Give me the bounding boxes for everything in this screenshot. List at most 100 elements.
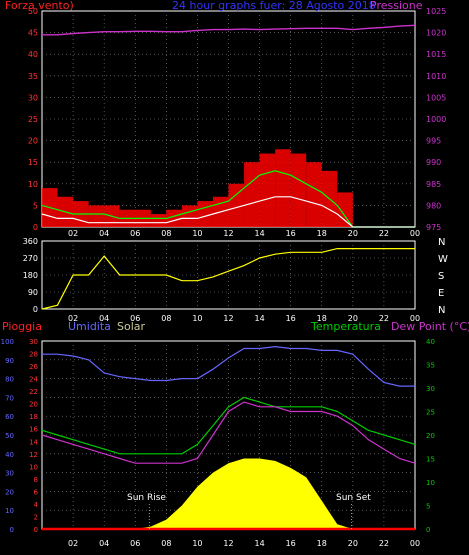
time-tick-label: 08 <box>161 229 171 238</box>
humidity-label: Umidita <box>68 320 111 333</box>
rain-tick-label: 14 <box>29 438 38 446</box>
pressure-tick-label: 1010 <box>426 72 446 81</box>
time-tick-label: 18 <box>317 539 327 548</box>
pressure-tick-label: 980 <box>426 201 441 210</box>
rain-tick-label: 6 <box>34 488 39 496</box>
solar-label: Solar <box>117 320 146 333</box>
humidity-tick-label: 10 <box>5 507 14 515</box>
temperature-line <box>41 396 416 455</box>
time-tick-label: 20 <box>348 539 358 548</box>
rain-tick-label: 16 <box>29 426 38 434</box>
rain-tick-label: 0 <box>34 526 38 534</box>
time-tick-label: 02 <box>68 314 78 323</box>
rain-tick-label: 28 <box>29 351 38 359</box>
time-tick-label: 10 <box>192 314 202 323</box>
time-tick-label: 04 <box>99 229 109 238</box>
compass-letter: S <box>438 271 444 282</box>
direction-tick-label: 270 <box>23 254 38 263</box>
wind-tick-label: 25 <box>28 115 38 124</box>
time-tick-label: 10 <box>192 229 202 238</box>
time-tick-label: 22 <box>379 314 389 323</box>
wind-tick-label: 50 <box>28 7 38 16</box>
pressure-tick-label: 995 <box>426 137 441 146</box>
time-tick-label: 06 <box>130 229 140 238</box>
gust-bar <box>166 209 182 227</box>
time-tick-label: 20 <box>348 314 358 323</box>
gust-bar <box>181 205 198 227</box>
time-tick-label: 12 <box>223 314 233 323</box>
wind-tick-label: 10 <box>28 180 38 189</box>
pressure-line <box>42 24 416 36</box>
direction-tick-label: 360 <box>23 237 38 246</box>
wind-tick-label: 15 <box>28 158 38 167</box>
time-tick-label: 00 <box>410 539 420 548</box>
gust-bar <box>290 153 307 227</box>
wind-tick-label: 45 <box>28 29 38 38</box>
rain-tick-label: 30 <box>29 338 38 346</box>
time-tick-label: 12 <box>223 539 233 548</box>
direction-grid <box>42 241 415 309</box>
temperature-tick-label: 15 <box>426 456 435 464</box>
pressure-tick-label: 990 <box>426 158 441 167</box>
gust-bar <box>228 183 245 227</box>
direction-plot-frame <box>41 240 416 310</box>
dewpoint-label: Dew Point (°C) <box>391 320 469 333</box>
pressure-axis: 1025 1020 1015 1010 1005 1000 995 990 985 980 975 <box>426 7 446 232</box>
chart-title: 24 hour graphs fuer: 28 Agosto 2018 <box>172 0 376 12</box>
pressure-tick-label: 1025 <box>426 7 446 16</box>
wind-tick-label: 5 <box>33 201 38 210</box>
direction-tick-label: 180 <box>23 271 38 280</box>
wind-pressure-series <box>41 24 416 228</box>
wind-tick-label: 30 <box>28 93 38 102</box>
time-tick-label: 14 <box>254 314 264 323</box>
temperature-tick-label: 30 <box>426 385 435 393</box>
temperature-tick-label: 35 <box>426 362 435 370</box>
humidity-tick-label: 90 <box>5 357 14 365</box>
time-tick-label: 20 <box>348 229 358 238</box>
rain-tick-label: 20 <box>29 401 38 409</box>
time-tick-label: 02 <box>68 229 78 238</box>
time-tick-label: 14 <box>254 539 264 548</box>
time-axis-middle: 02 04 06 08 10 12 14 16 18 20 22 00 <box>68 314 420 323</box>
rain-tick-label: 10 <box>29 463 38 471</box>
pressure-axis-label: Pressione <box>370 0 423 12</box>
time-axis-top: 02 04 06 08 10 12 14 16 18 20 22 00 <box>68 229 420 238</box>
humidity-tick-label: 0 <box>10 526 14 534</box>
time-tick-label: 06 <box>130 539 140 548</box>
humidity-tick-label: 40 <box>5 451 14 459</box>
direction-series <box>41 248 415 310</box>
gust-bar <box>259 153 276 227</box>
solar-area <box>42 458 415 529</box>
direction-tick-label: 90 <box>28 288 38 297</box>
rain-tick-label: 18 <box>29 413 38 421</box>
time-tick-label: 04 <box>99 314 109 323</box>
rain-tick-label: 26 <box>29 363 38 371</box>
wind-axis-label: Forza vento) <box>5 0 74 12</box>
temperature-tick-label: 20 <box>426 432 435 440</box>
rain-tick-label: 24 <box>29 376 38 384</box>
compass-letter: N <box>438 237 445 248</box>
compass-letter: E <box>438 288 444 299</box>
temperature-label: Temperatura <box>310 320 381 333</box>
gust-bar <box>197 201 213 227</box>
pressure-tick-label: 975 <box>426 223 441 232</box>
time-tick-label: 04 <box>99 539 109 548</box>
wind-tick-label: 0 <box>33 223 38 232</box>
sunset-label: Sun Set <box>336 493 371 503</box>
time-tick-label: 02 <box>68 539 78 548</box>
temperature-axis: 40 35 30 25 20 15 10 5 0 <box>426 338 435 534</box>
humidity-tick-label: 80 <box>5 376 14 384</box>
humidity-tick-label: 100 <box>1 338 14 346</box>
gust-bar <box>244 162 260 227</box>
humidity-line <box>42 345 415 387</box>
time-tick-label: 14 <box>254 229 264 238</box>
wind-direction-line <box>41 248 415 310</box>
time-tick-label: 18 <box>317 314 327 323</box>
compass-letter: N <box>438 305 445 316</box>
time-tick-label: 16 <box>286 539 296 548</box>
gust-bar <box>306 162 322 227</box>
humidity-tick-label: 60 <box>5 413 14 421</box>
